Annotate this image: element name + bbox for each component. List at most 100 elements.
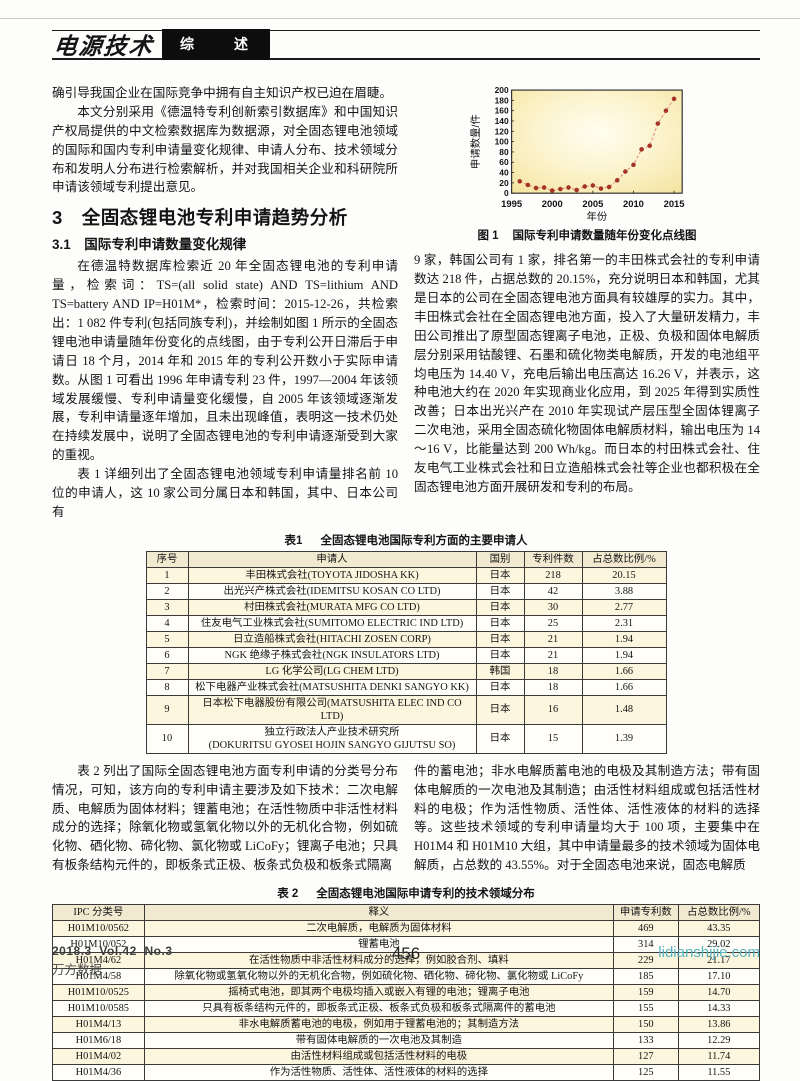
table-row: H01M4/58 除氧化物或氢氧化物以外的无机化合物，例如硫化物、硒化物、碲化物、… bbox=[52, 968, 761, 986]
table-cell: 日本 bbox=[475, 630, 525, 648]
table-cell: 3 bbox=[145, 598, 189, 616]
left-column: 确引导我国企业在国际竞争中拥有自主知识产权已迫在眉睫。 本文分别采用《德温特专利… bbox=[52, 84, 398, 522]
y-tick-label: 20 bbox=[499, 178, 509, 188]
table-cell: H01M4/62 bbox=[52, 952, 145, 970]
body-paragraph: 表 1 详细列出了全固态锂电池领域专利申请量排名前 10 位的申请人，这 10 … bbox=[52, 467, 398, 519]
figure1: 申请数量/件 年份 0 20 40 60 80 100 120 140 160 180 200 199… bbox=[468, 84, 706, 245]
table-cell: 住友电气工业株式会社(SUMITOMO ELECTRIC IND LTD) bbox=[187, 614, 477, 632]
table-cell: 日本 bbox=[475, 723, 525, 754]
figure1-caption: 图 1 国际专利申请数量随年份变化点线图 bbox=[468, 228, 706, 245]
x-axis-label: 年份 bbox=[587, 210, 608, 223]
table-cell: 29.02 bbox=[677, 936, 761, 954]
y-tick-label: 180 bbox=[495, 95, 509, 105]
x-tick-label: 1995 bbox=[501, 198, 522, 209]
page-footer: 2018.3 Vol.42 No.3 万方数据 456 lidianshijie… bbox=[52, 944, 760, 978]
table-cell: 带有固体电解质的一次电池及其制造 bbox=[143, 1032, 614, 1050]
data-point bbox=[647, 143, 652, 149]
table-cell: 4 bbox=[145, 614, 189, 632]
table-cell: 155 bbox=[612, 1000, 679, 1018]
table-cell: 185 bbox=[612, 968, 679, 986]
table-cell: 作为活性物质、活性体、活性液体的材料的选择 bbox=[143, 1064, 614, 1081]
table-cell: 21 bbox=[523, 630, 583, 648]
data-point bbox=[663, 108, 669, 113]
data-point bbox=[671, 96, 677, 102]
column-badge: 综 述 bbox=[162, 29, 270, 60]
subsection-heading: 3.1 国际专利申请数量变化规律 bbox=[52, 237, 247, 253]
table-cell: 二次电解质，电解质为固体材料 bbox=[143, 920, 614, 938]
table-cell: 12.29 bbox=[677, 1032, 761, 1050]
table-row: H01M10/0562 二次电解质，电解质为固体材料 469 43.35 bbox=[52, 920, 761, 938]
table-row: H01M10/0585 只具有板条结构元件的，即板条式正极、板条式负极和板条式隔离… bbox=[52, 1000, 761, 1018]
table-cell: 1.94 bbox=[581, 630, 667, 648]
table-row: H01M4/13 非水电解质蓄电池的电极，例如用于锂蓄电池的；其制造方法 150 13… bbox=[52, 1016, 761, 1034]
data-point bbox=[614, 178, 620, 183]
x-tick-label: 2000 bbox=[542, 198, 563, 209]
scan-artifact-line bbox=[0, 18, 800, 19]
y-tick-label: 120 bbox=[495, 126, 509, 136]
table-cell: 14.33 bbox=[677, 1000, 761, 1018]
data-point bbox=[582, 184, 588, 189]
table-row: 6 NGK 绝缘子株式会社(NGK INSULATORS LTD) 日本 21 1.94 bbox=[145, 646, 667, 664]
table-cell: 韩国 bbox=[475, 662, 525, 680]
table-cell: 133 bbox=[612, 1032, 679, 1050]
right-column-mid: 件的蓄电池；非水电解质蓄电池的电极及其制造方法；带有固体电解质的一次电池及其制造… bbox=[414, 762, 760, 875]
table-cell: 7 bbox=[145, 662, 189, 680]
table-cell: 2.31 bbox=[581, 614, 667, 632]
table-cell: 1.66 bbox=[581, 678, 667, 696]
table-header-row: 序号 申请人 国别 专利件数 占总数比例/% bbox=[145, 550, 667, 568]
table-cell: 150 bbox=[612, 1016, 679, 1034]
table-cell: 非水电解质蓄电池的电极，例如用于锂蓄电池的；其制造方法 bbox=[143, 1016, 614, 1034]
column-header: 申请专利数 bbox=[612, 904, 679, 922]
table2-title: 表 2 全固态锂电池国际申请专利的技术领域分布 bbox=[52, 885, 760, 901]
data-point bbox=[598, 186, 604, 191]
column-header: 占总数比例/% bbox=[581, 550, 667, 568]
data-point bbox=[525, 182, 531, 188]
table-cell: H01M10/0585 bbox=[52, 1000, 145, 1018]
table-cell: 17.10 bbox=[677, 968, 761, 986]
table-cell: 2.77 bbox=[581, 598, 667, 616]
right-column: 申请数量/件 年份 0 20 40 60 80 100 120 140 160 180 200 199… bbox=[414, 84, 760, 522]
data-point bbox=[623, 169, 628, 174]
table-cell: 6 bbox=[145, 646, 189, 664]
table-cell: 日本 bbox=[475, 646, 525, 664]
applicants-table: 序号 申请人 国别 专利件数 占总数比例/% 1 丰田株式会社(TOYOTA JI… bbox=[145, 550, 667, 754]
table-cell: 469 bbox=[612, 920, 679, 938]
data-point bbox=[631, 162, 636, 168]
body-paragraph: 件的蓄电池；非水电解质蓄电池的电极及其制造方法；带有固体电解质的一次电池及其制造… bbox=[414, 763, 760, 873]
table-row: H01M4/62 在活性物质中非活性材料成分的选择，例如胶合剂、填料 229 21.1… bbox=[52, 952, 761, 970]
table-row: H01M10/0525 摇椅式电池，即其两个电极均插入或嵌入有锂的电池；锂离子电池… bbox=[52, 984, 761, 1002]
wanfang-watermark: 万方数据 bbox=[52, 963, 103, 977]
table-cell: H01M4/02 bbox=[52, 1048, 145, 1066]
footer-issue-block: 2018.3 Vol.42 No.3 万方数据 bbox=[52, 944, 292, 978]
page-number: 456 bbox=[391, 944, 421, 963]
table-row: 3 村田株式会社(MURATA MFG CO LTD) 日本 30 2.77 bbox=[145, 598, 667, 616]
table-cell: 18 bbox=[523, 662, 583, 680]
body-paragraph: 本文分别采用《德温特专利创新索引数据库》和中国知识产权局提供的中文检索数据库为数… bbox=[52, 104, 398, 195]
top-columns: 确引导我国企业在国际竞争中拥有自主知识产权已迫在眉睫。 本文分别采用《德温特专利… bbox=[52, 84, 760, 522]
table-cell: 1.94 bbox=[581, 646, 667, 664]
table-cell: 20.15 bbox=[581, 566, 667, 584]
table-row: 7 LG 化学公司(LG CHEM LTD) 韩国 18 1.66 bbox=[145, 662, 667, 680]
table-row: 1 丰田株式会社(TOYOTA JIDOSHA KK) 日本 218 20.15 bbox=[145, 566, 667, 584]
x-tick-label: 2015 bbox=[664, 198, 685, 209]
table-row: H01M4/02 由活性材料组成或包括活性材料的电极 127 11.74 bbox=[52, 1048, 761, 1066]
y-tick-label: 0 bbox=[504, 188, 509, 198]
column-header: 申请人 bbox=[187, 550, 477, 568]
table-cell: LG 化学公司(LG CHEM LTD) bbox=[187, 662, 477, 680]
y-axis-label: 申请数量/件 bbox=[469, 114, 482, 169]
data-point bbox=[639, 147, 644, 152]
table-cell: 127 bbox=[612, 1048, 679, 1066]
table-cell: 松下电器产业株式会社(MATSUSHITA DENKI SANGYO KK) bbox=[187, 678, 477, 696]
table-header-row: IPC 分类号 释义 申请专利数 占总数比例/% bbox=[52, 904, 761, 922]
table-cell: 日本 bbox=[475, 566, 525, 584]
table2-label: 表 2 bbox=[277, 888, 299, 901]
table-cell: H01M4/36 bbox=[52, 1064, 145, 1081]
table1-title: 表1 全固态锂电池国际专利方面的主要申请人 bbox=[52, 532, 760, 548]
table-cell: 独立行政法人产业技术研究所 (DOKURITSU GYOSEI HOJIN SA… bbox=[187, 723, 477, 754]
table-cell: 18 bbox=[523, 678, 583, 696]
table-cell: 21 bbox=[523, 646, 583, 664]
table-cell: 21.17 bbox=[677, 952, 761, 970]
data-point bbox=[566, 185, 571, 190]
table-cell: 丰田株式会社(TOYOTA JIDOSHA KK) bbox=[187, 566, 477, 584]
